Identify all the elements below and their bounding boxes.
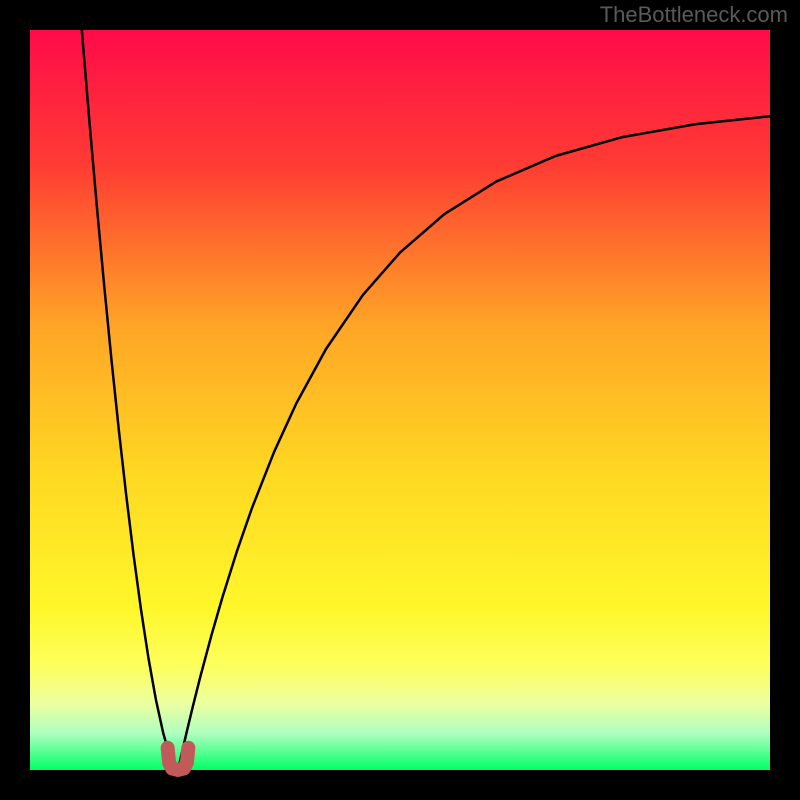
bottleneck-chart <box>0 0 800 800</box>
chart-container: TheBottleneck.com <box>0 0 800 800</box>
plot-area <box>30 30 770 770</box>
watermark-text: TheBottleneck.com <box>600 2 788 28</box>
